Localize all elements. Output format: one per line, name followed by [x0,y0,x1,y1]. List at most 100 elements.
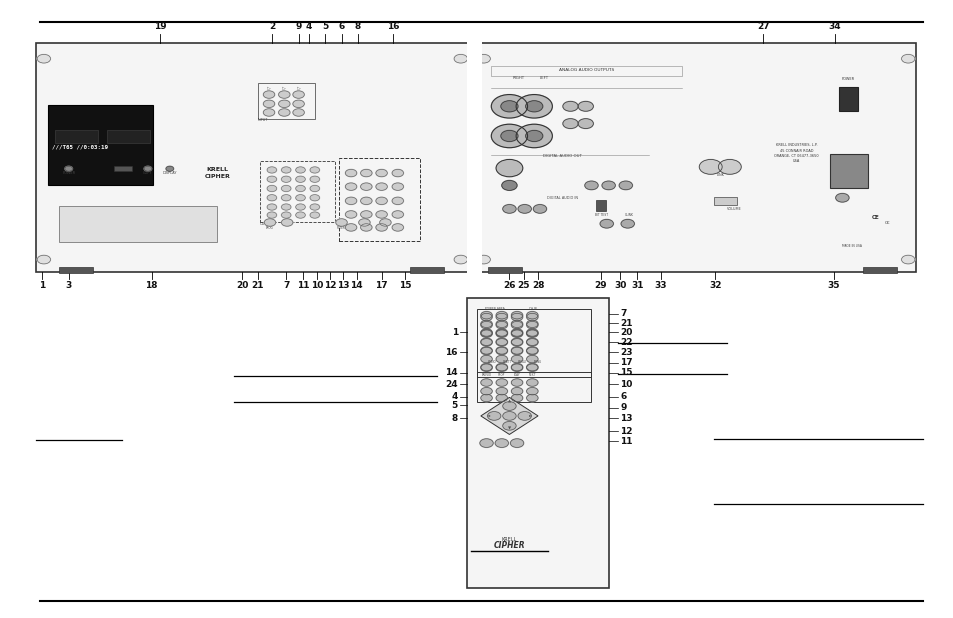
Text: KRELL INDUSTRIES, L.P.
45 CONNAIR ROAD
ORANGE, CT 06477-3650
USA: KRELL INDUSTRIES, L.P. 45 CONNAIR ROAD O… [774,143,818,163]
Text: LINK: LINK [716,172,723,177]
Text: ANGLE: ANGLE [517,360,527,364]
Text: 1: 1 [451,328,457,337]
Circle shape [501,180,517,190]
Text: 26: 26 [502,281,516,290]
Circle shape [454,54,467,63]
Circle shape [310,167,319,173]
Circle shape [620,219,634,228]
Circle shape [533,205,546,213]
Text: 18: 18 [145,281,158,290]
Text: STOP: STOP [497,373,505,377]
Text: PLAY: PLAY [514,373,519,377]
Circle shape [480,320,492,328]
Circle shape [526,387,537,395]
Text: 10: 10 [311,281,322,290]
Circle shape [345,224,356,231]
Bar [48,105,152,185]
Circle shape [293,100,304,108]
Circle shape [335,219,347,226]
Circle shape [526,364,537,371]
Text: DIGITAL AUDIO IN: DIGITAL AUDIO IN [547,196,578,200]
Text: 7: 7 [283,281,289,290]
Text: 10: 10 [619,380,632,389]
Circle shape [310,212,319,218]
Text: 15: 15 [398,281,412,290]
Circle shape [360,211,372,218]
Circle shape [360,169,372,177]
Circle shape [511,347,522,355]
Text: 23: 23 [619,348,632,357]
Circle shape [281,185,291,192]
Circle shape [264,219,275,226]
Circle shape [526,339,537,346]
Circle shape [526,321,537,329]
Circle shape [511,338,522,345]
Circle shape [480,330,492,337]
Circle shape [295,167,305,173]
Text: 14: 14 [350,281,363,290]
Circle shape [500,101,517,112]
Circle shape [379,219,391,226]
Circle shape [496,329,507,337]
Bar [476,372,591,402]
Circle shape [392,224,403,231]
Circle shape [375,197,387,205]
Circle shape [510,439,523,447]
Text: 17: 17 [619,358,632,367]
Circle shape [562,119,578,129]
Circle shape [496,364,507,371]
Circle shape [901,255,914,264]
Circle shape [392,183,403,190]
Circle shape [293,109,304,116]
Circle shape [496,329,507,336]
Circle shape [281,219,293,226]
Circle shape [511,355,522,363]
Circle shape [496,347,507,355]
Circle shape [511,363,522,371]
Bar [596,200,605,211]
Circle shape [480,329,492,337]
Circle shape [496,313,507,321]
Circle shape [392,169,403,177]
Circle shape [480,394,492,402]
Circle shape [526,330,537,337]
Circle shape [310,176,319,182]
Text: FILTER: FILTER [336,226,346,230]
Circle shape [278,91,290,98]
Circle shape [480,387,492,395]
Circle shape [281,195,291,201]
Bar [114,166,132,171]
Circle shape [526,379,537,386]
Circle shape [496,321,507,329]
Text: 4: 4 [451,392,457,401]
Text: 21: 21 [251,281,264,290]
Text: 25: 25 [517,281,530,290]
Circle shape [267,212,276,218]
Circle shape [345,211,356,218]
Circle shape [345,169,356,177]
Circle shape [263,91,274,98]
Circle shape [526,329,537,337]
Circle shape [601,181,615,190]
Circle shape [491,124,527,148]
Circle shape [476,54,490,63]
Text: 6: 6 [338,22,344,31]
Circle shape [526,313,537,321]
Circle shape [496,159,522,177]
Text: 32: 32 [708,281,721,290]
Circle shape [295,176,305,182]
Circle shape [267,195,276,201]
Bar [829,154,867,188]
Text: 3: 3 [66,281,71,290]
Text: 9: 9 [619,404,626,412]
Circle shape [578,119,593,129]
Circle shape [496,320,507,328]
Circle shape [281,212,291,218]
Circle shape [480,347,492,354]
Bar [491,66,681,76]
Circle shape [295,195,305,201]
Bar [107,130,150,143]
Text: COPY: COPY [143,171,152,176]
Circle shape [511,313,522,321]
Circle shape [496,387,507,395]
